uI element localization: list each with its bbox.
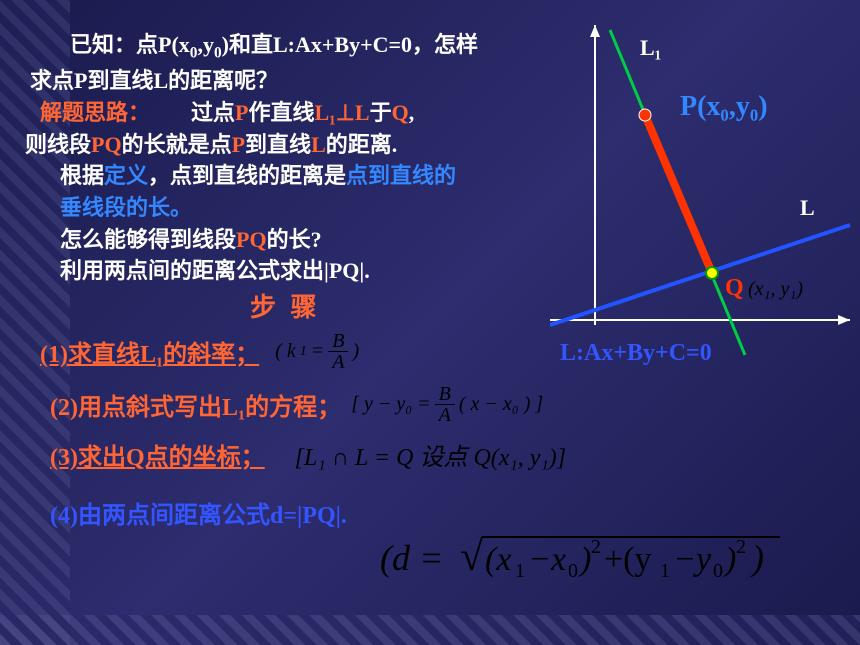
svg-text:2: 2 xyxy=(736,536,746,558)
svg-text:−x: −x xyxy=(528,541,566,578)
svg-text:−y: −y xyxy=(673,541,712,578)
txt: , xyxy=(409,100,415,125)
txt: 则线段 xyxy=(25,132,91,157)
formula-text: (d = xyxy=(380,538,443,578)
diagram: L₁ P(x₀,y₀) L Q (x₁, y₁) L:Ax+By+C=0 xyxy=(550,25,855,365)
txt: PQ xyxy=(236,227,267,252)
txt: = xyxy=(311,340,325,363)
step-3-formula: [L₁ ∩ L = Q 设点 Q(x₁, y₁)] xyxy=(295,437,566,472)
txt: 根据 xyxy=(60,163,104,188)
txt: Q xyxy=(392,100,409,125)
txt: 怎么能够得到线段 xyxy=(60,227,236,252)
txt: P xyxy=(232,132,245,157)
Q-coords: (x₁, y₁) xyxy=(748,278,803,300)
problem-line1: 已知：点P(x0,y0)和直L:Ax+By+C=0，怎样 xyxy=(70,30,540,64)
y-arrow xyxy=(590,25,600,37)
svg-text:1: 1 xyxy=(660,560,670,582)
txt: P xyxy=(235,100,248,125)
approach-label: 解题思路： xyxy=(40,100,150,125)
diagram-svg: L₁ P(x₀,y₀) L Q (x₁, y₁) L:Ax+By+C=0 xyxy=(550,25,855,365)
txt: A xyxy=(435,405,455,425)
formula-svg: (d = √ (x 1 −x 0 ) 2 +(y 1 −y 0 ) 2 ) xyxy=(380,525,800,585)
txt: )和直L:Ax+By+C=0，怎样 xyxy=(222,32,478,57)
svg-text:): ) xyxy=(750,538,764,578)
step-2-row: (2)用点斜式写出L₁的方程； [ y − y₀ = B A ( x − x₀ … xyxy=(70,384,860,425)
x-arrow xyxy=(838,315,850,325)
step-2-formula: [ y − y₀ = B A ( x − x₀ ) ] xyxy=(351,384,543,425)
svg-text:1: 1 xyxy=(515,560,525,582)
txt: 过点 xyxy=(191,100,235,125)
txt: 的距离. xyxy=(326,132,398,157)
txt: A xyxy=(328,352,348,372)
svg-text:): ) xyxy=(578,541,591,578)
txt: 已知：点P(x xyxy=(70,32,190,57)
segment-PQ xyxy=(645,115,712,273)
Q-label: Q xyxy=(725,275,744,301)
step-3-row: (3)求出Q点的坐标； [L₁ ∩ L = Q 设点 Q(x₁, y₁)] xyxy=(70,437,860,472)
txt: B xyxy=(328,331,348,352)
txt: PQ xyxy=(91,132,122,157)
svg-text:2: 2 xyxy=(591,536,601,558)
svg-text:0: 0 xyxy=(568,560,578,582)
txt: B xyxy=(435,384,455,405)
point-P xyxy=(639,109,651,121)
svg-text:(x: (x xyxy=(485,541,511,578)
L-label: L xyxy=(800,195,815,220)
step-1-formula: ( k1 = B A ) xyxy=(275,331,359,372)
txt: ( k xyxy=(275,340,296,363)
svg-text:): ) xyxy=(723,541,736,578)
svg-text:+(y: +(y xyxy=(604,541,652,578)
line-eq: L:Ax+By+C=0 xyxy=(560,340,712,365)
txt: 于 xyxy=(370,100,392,125)
L1-label: L₁ xyxy=(640,35,661,60)
svg-text:0: 0 xyxy=(713,560,723,582)
P-label: P(x₀,y₀) xyxy=(680,91,768,122)
txt: 定义 xyxy=(104,163,148,188)
step-3: (3)求出Q点的坐标； xyxy=(50,437,265,472)
txt: ，点到直线的距离是 xyxy=(148,163,346,188)
txt: 的长? xyxy=(267,227,322,252)
txt: [ y − y₀ = xyxy=(351,393,430,416)
txt: 点到直线的 xyxy=(346,163,456,188)
txt: 作直线 xyxy=(248,100,314,125)
svg-text:√: √ xyxy=(460,534,484,580)
txt: 到直线 xyxy=(245,132,311,157)
step-1: (1)求直线L₁的斜率； xyxy=(40,334,259,369)
txt: ,y xyxy=(197,32,214,57)
step-2: (2)用点斜式写出L₁的方程； xyxy=(50,387,341,422)
txt: ( x − x₀ ) ] xyxy=(459,393,543,416)
txt: ) xyxy=(352,340,359,363)
txt: L xyxy=(311,132,326,157)
txt: 的长就是点 xyxy=(122,132,232,157)
distance-formula: (d = √ (x 1 −x 0 ) 2 +(y 1 −y 0 ) 2 ) xyxy=(380,525,800,590)
point-Q xyxy=(706,267,718,279)
txt: L₁⊥L xyxy=(315,100,370,125)
